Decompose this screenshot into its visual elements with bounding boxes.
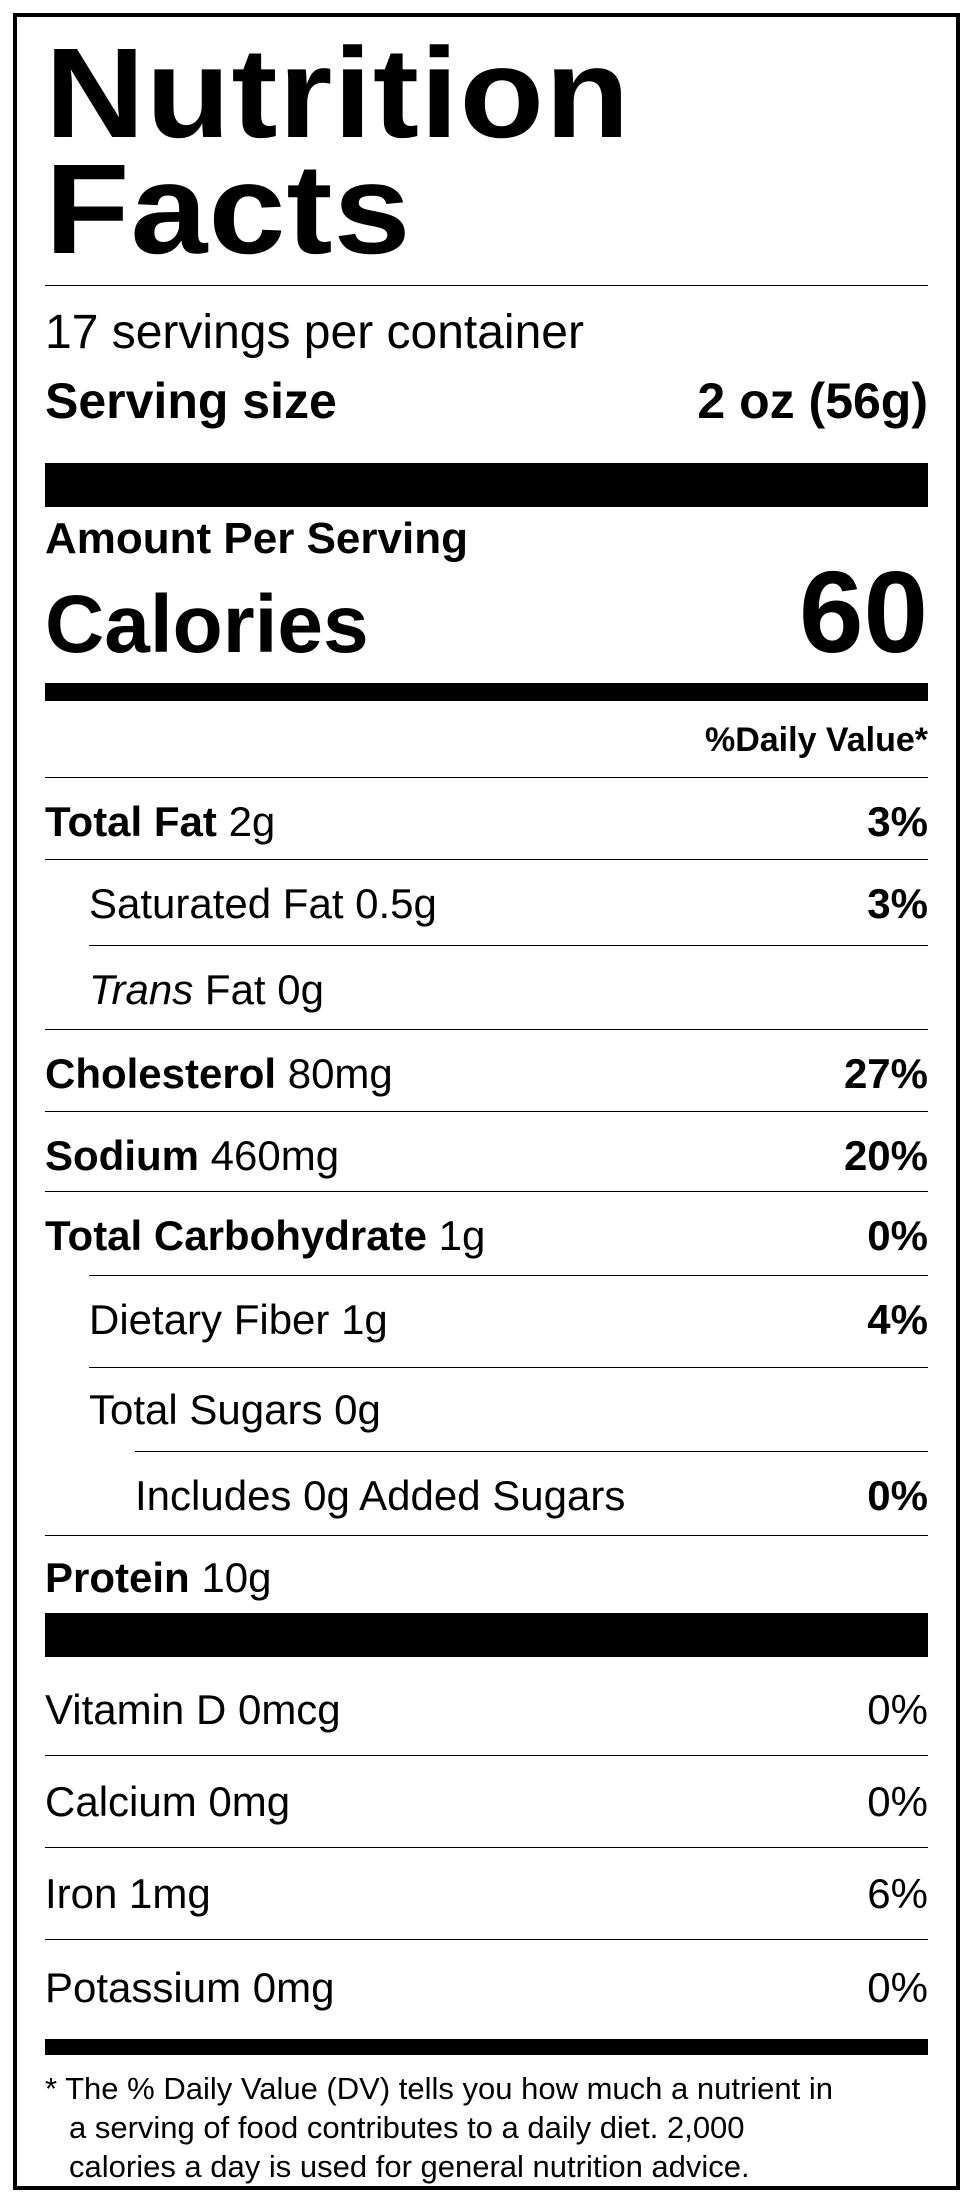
amount-per-serving: Amount Per Serving	[45, 514, 468, 563]
nutrient-name: Total Sugars	[89, 1386, 323, 1433]
vitamin-dv: 6%	[867, 1870, 928, 1917]
divider	[89, 1275, 928, 1276]
nutrient-name: Protein	[45, 1554, 190, 1601]
nutrient-row-total-carbohydrate: Total Carbohydrate 1g 0%	[45, 1209, 928, 1263]
nutrient-dv: 20%	[843, 1132, 928, 1179]
nutrient-dv: 4%	[867, 1296, 928, 1343]
nutrient-amount: 0g	[334, 1386, 381, 1433]
vitamin-text: Calcium 0mg	[45, 1778, 291, 1825]
vitamin-row: Vitamin D 0mcg 0%	[45, 1681, 928, 1739]
nutrient-row-added-sugars: Includes 0g Added Sugars 0%	[45, 1469, 928, 1523]
vitamin-row: Calcium 0mg 0%	[45, 1773, 928, 1831]
vitamin-text: Potassium 0mg	[45, 1964, 335, 2011]
footnote: * The % Daily Value (DV) tells you how m…	[45, 2069, 928, 2186]
serving-size-row: Serving size 2 oz (56g)	[45, 373, 928, 429]
nutrient-amount: 0.5g	[355, 880, 437, 927]
vitamin-dv: 0%	[867, 1686, 928, 1733]
vitamin-text: Iron 1mg	[45, 1870, 211, 1917]
thick-divider	[45, 463, 928, 507]
nutrient-row-sodium: Sodium 460mg 20%	[45, 1129, 928, 1183]
vitamin-dv: 0%	[867, 1778, 928, 1825]
divider	[45, 1191, 928, 1192]
title-facts: Facts	[45, 138, 412, 281]
medium-divider	[45, 2039, 928, 2055]
vitamin-row: Potassium 0mg 0%	[45, 1959, 928, 2017]
nutrient-row-total-sugars: Total Sugars 0g	[45, 1383, 928, 1437]
divider	[45, 1029, 928, 1030]
divider	[45, 1755, 928, 1756]
nutrient-amount: 10g	[201, 1554, 272, 1601]
nutrient-name: Total Carbohydrate	[45, 1212, 427, 1259]
footnote-line: calories a day is used for general nutri…	[69, 2149, 750, 2184]
nutrient-dv: 0%	[867, 1472, 928, 1519]
divider	[45, 1535, 928, 1536]
nutrient-amount: 1g	[438, 1212, 486, 1259]
thick-divider	[45, 1613, 928, 1657]
nutrient-row-dietary-fiber: Dietary Fiber 1g 4%	[45, 1293, 928, 1347]
nutrient-amount: 80mg	[287, 1050, 393, 1097]
divider	[45, 777, 928, 778]
nutrient-row-protein: Protein 10g	[45, 1551, 928, 1605]
divider	[45, 1847, 928, 1848]
divider	[45, 285, 928, 286]
nutrient-name-italic: Trans	[89, 966, 194, 1013]
divider	[45, 859, 928, 860]
divider	[45, 1111, 928, 1112]
calories-value: 60	[798, 547, 928, 677]
divider	[135, 1451, 928, 1452]
nutrient-dv: 3%	[867, 798, 928, 845]
calories-row: Calories 60	[45, 547, 928, 680]
nutrient-name: Fat	[204, 966, 266, 1013]
nutrient-amount: 1g	[341, 1296, 388, 1343]
footnote-line: * The % Daily Value (DV) tells you how m…	[45, 2071, 833, 2106]
nutrient-amount: 460mg	[210, 1132, 340, 1179]
nutrient-dv: 3%	[867, 880, 928, 927]
label-content: Nutrition Facts 17 servings per containe…	[45, 17, 928, 2186]
nutrient-name: Total Fat	[45, 798, 217, 845]
vitamin-dv: 0%	[867, 1964, 928, 2011]
divider	[89, 1367, 928, 1368]
daily-value-header: %Daily Value*	[704, 721, 928, 759]
serving-size-label: Serving size	[45, 373, 337, 429]
nutrient-text: Includes 0g Added Sugars	[135, 1472, 626, 1519]
nutrient-dv: 0%	[867, 1212, 928, 1259]
nutrient-name: Cholesterol	[45, 1050, 277, 1097]
nutrient-row-cholesterol: Cholesterol 80mg 27%	[45, 1047, 928, 1101]
nutrient-row-trans-fat: Trans Fat 0g	[45, 963, 928, 1017]
calories-label: Calories	[45, 579, 369, 670]
divider	[89, 945, 928, 946]
nutrient-amount: 0g	[277, 966, 324, 1013]
medium-divider	[45, 683, 928, 701]
footnote-line: a serving of food contributes to a daily…	[69, 2110, 745, 2145]
nutrient-amount: 2g	[228, 798, 276, 845]
nutrient-name: Sodium	[45, 1132, 199, 1179]
vitamin-row: Iron 1mg 6%	[45, 1865, 928, 1923]
nutrient-name: Dietary Fiber	[89, 1296, 330, 1343]
nutrient-dv: 27%	[843, 1050, 928, 1097]
nutrient-name: Saturated Fat	[89, 880, 344, 927]
nutrient-row-saturated-fat: Saturated Fat 0.5g 3%	[45, 877, 928, 931]
nutrition-facts-label: Nutrition Facts 17 servings per containe…	[13, 13, 960, 2190]
vitamin-text: Vitamin D 0mcg	[45, 1686, 341, 1733]
title-nutrition: Nutrition	[45, 22, 631, 165]
nutrient-row-total-fat: Total Fat 2g 3%	[45, 795, 928, 849]
servings-per-container: 17 servings per container	[45, 306, 584, 359]
divider	[45, 1939, 928, 1940]
serving-size-value: 2 oz (56g)	[697, 373, 928, 429]
